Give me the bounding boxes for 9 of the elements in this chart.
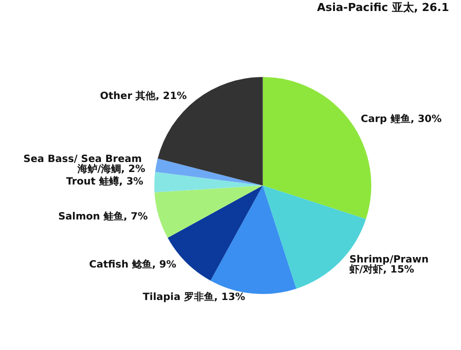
slice-label: Catfish 鲶鱼, 9% [89,258,176,271]
slice-label: Other 其他, 21% [100,90,187,102]
slice-label: Shrimp/Prawn 虾/对虾, 15% [348,254,432,276]
slice-label: Carp 鲤鱼, 30% [360,112,442,125]
text: Asia-Pacific 亚太, 26.1 [317,0,449,15]
slice-label: Salmon 鲑鱼, 7% [58,210,148,222]
slice-label: Sea Bass/ Sea Bream 海鲈/海鲷, 2% [23,154,146,175]
slice-label: Trout 鲑鳟, 3% [66,175,144,188]
slice-label: Tilapia 罗非鱼, 13% [142,291,246,303]
